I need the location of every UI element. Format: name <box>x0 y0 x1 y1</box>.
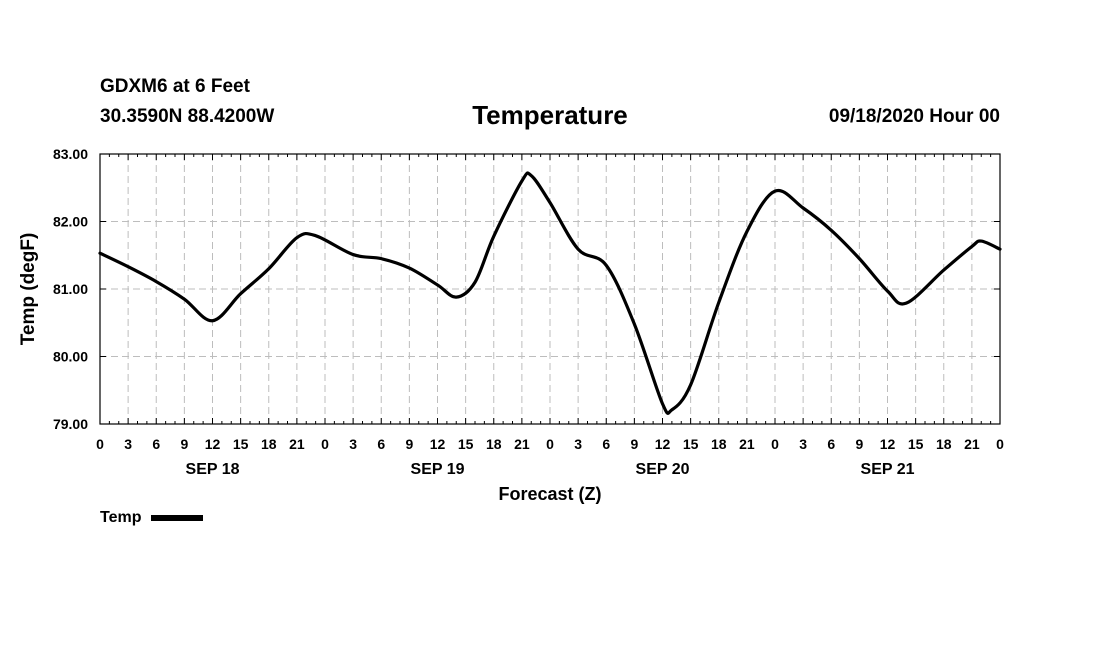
x-tick-label: 18 <box>486 436 502 452</box>
station-label: GDXM6 at 6 Feet <box>100 76 250 97</box>
x-tick-label: 9 <box>405 436 413 452</box>
y-tick-label: 82.00 <box>53 214 88 230</box>
x-tick-label: 15 <box>908 436 924 452</box>
legend-swatch-temp <box>151 514 204 521</box>
x-tick-label: 21 <box>514 436 530 452</box>
x-tick-label: 15 <box>233 436 249 452</box>
x-tick-label: 21 <box>964 436 980 452</box>
x-tick-label: 21 <box>739 436 755 452</box>
x-tick-label: 9 <box>180 436 188 452</box>
x-tick-label: 18 <box>936 436 952 452</box>
legend: Temp <box>100 509 204 527</box>
y-axis-title: Temp (degF) <box>18 233 39 346</box>
forecast-run-time: 09/18/2020 Hour 00 <box>828 106 1000 127</box>
x-date-label: SEP 19 <box>411 461 465 478</box>
x-tick-label: 0 <box>96 436 104 452</box>
x-tick-label: 15 <box>458 436 474 452</box>
x-tick-label: 3 <box>799 436 807 452</box>
x-tick-label: 18 <box>261 436 277 452</box>
x-tick-label: 18 <box>711 436 727 452</box>
y-tick-label: 79.00 <box>53 416 88 432</box>
x-date-label: SEP 18 <box>186 461 240 478</box>
series-line-temp <box>98 171 1002 415</box>
x-tick-label: 21 <box>289 436 305 452</box>
x-tick-label: 12 <box>430 436 446 452</box>
y-tick-label: 80.00 <box>53 349 88 365</box>
x-tick-label: 6 <box>152 436 160 452</box>
x-tick-label: 12 <box>880 436 896 452</box>
x-tick-label: 0 <box>771 436 779 452</box>
x-tick-label: 9 <box>630 436 638 452</box>
x-tick-label: 6 <box>827 436 835 452</box>
x-tick-label: 3 <box>574 436 582 452</box>
y-tick-label: 81.00 <box>53 281 88 297</box>
x-date-label: SEP 21 <box>861 461 915 478</box>
y-tick-label: 83.00 <box>53 146 88 162</box>
chart-title: Temperature <box>472 100 628 130</box>
x-tick-label: 6 <box>602 436 610 452</box>
x-tick-label: 0 <box>321 436 329 452</box>
x-axis-title: Forecast (Z) <box>498 484 601 504</box>
x-tick-label: 12 <box>655 436 671 452</box>
x-tick-label: 0 <box>546 436 554 452</box>
x-tick-label: 0 <box>996 436 1004 452</box>
x-tick-label: 3 <box>124 436 132 452</box>
x-tick-label: 15 <box>683 436 699 452</box>
x-tick-label: 6 <box>377 436 385 452</box>
x-tick-label: 12 <box>205 436 221 452</box>
x-tick-label: 3 <box>349 436 357 452</box>
grid-lines <box>100 154 1000 424</box>
coordinates-label: 30.3590N 88.4200W <box>100 106 275 127</box>
x-date-label: SEP 20 <box>636 461 690 478</box>
x-tick-label: 9 <box>855 436 863 452</box>
legend-label-temp: Temp <box>100 509 142 526</box>
